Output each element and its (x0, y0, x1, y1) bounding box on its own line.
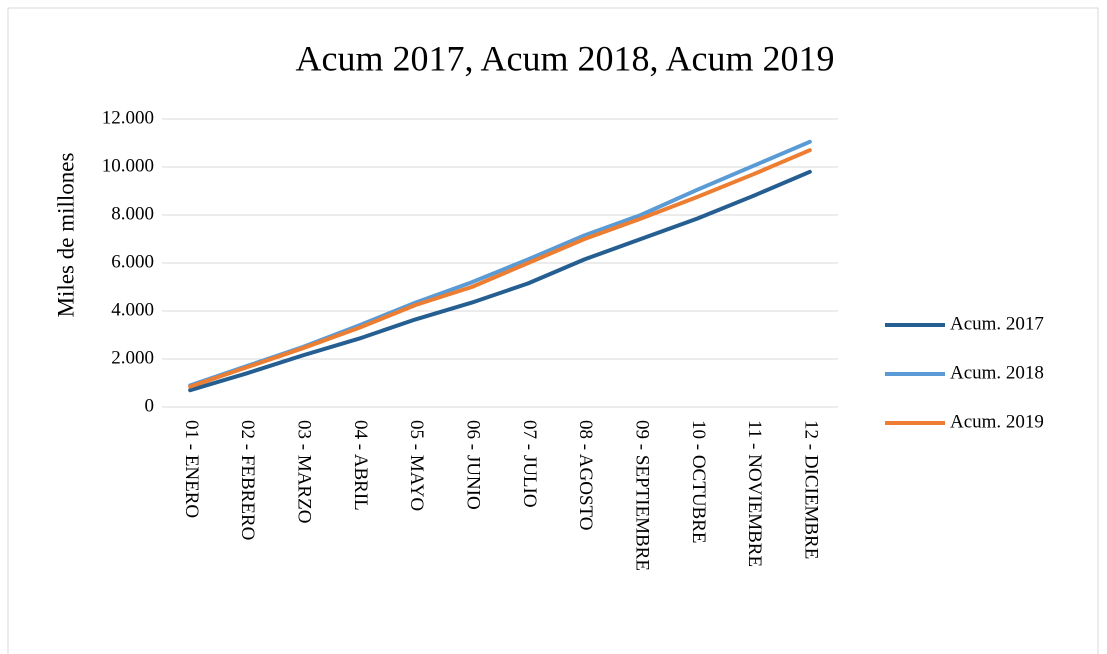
legend-label: Acum. 2018 (950, 362, 1044, 383)
legend-label: Acum. 2019 (950, 411, 1044, 432)
y-axis-label: Miles de millones (53, 153, 78, 318)
x-tick-label: 08 - AGOSTO (575, 420, 596, 531)
x-tick-label: 04 - ABRIL (350, 420, 371, 511)
data-line (188, 139, 812, 388)
x-tick-label: 01 - ENERO (181, 420, 202, 518)
y-tick-label: 8.000 (111, 203, 154, 224)
y-tick-label: 6.000 (111, 251, 154, 272)
y-tick-label: 10.000 (102, 155, 154, 176)
x-tick-label: 12 - DICIEMBRE (800, 420, 821, 559)
x-tick-label: 05 - MAYO (406, 420, 427, 511)
x-tick-label: 03 - MARZO (293, 420, 314, 523)
data-line (188, 169, 812, 393)
chart-title: Acum 2017, Acum 2018, Acum 2019 (296, 38, 835, 78)
chart-border (7, 7, 1099, 654)
y-tick-label: 2.000 (111, 347, 154, 368)
x-tick-label: 07 - JULIO (519, 420, 540, 508)
x-tick-label: 02 - FEBRERO (237, 420, 258, 540)
data-line (188, 148, 812, 389)
x-tick-label: 06 - JUNIO (462, 420, 483, 510)
x-tick-label: 11 - NOVIEMBRE (744, 420, 765, 567)
y-tick-label: 12.000 (102, 107, 154, 128)
x-tick-label: 09 - SEPTIEMBRE (631, 420, 652, 571)
y-tick-label: 4.000 (111, 299, 154, 320)
legend-label: Acum. 2017 (950, 313, 1044, 334)
x-tick-label: 10 - OCTUBRE (688, 420, 709, 544)
y-tick-label: 0 (145, 395, 155, 416)
